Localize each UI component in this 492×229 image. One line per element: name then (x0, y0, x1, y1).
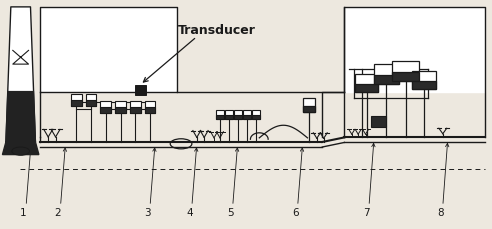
Bar (86, 94, 96, 106)
Bar (243, 110, 251, 119)
Text: 2: 2 (55, 207, 62, 218)
Bar (374, 75, 399, 84)
Bar (393, 72, 420, 81)
Bar (371, 116, 386, 127)
Bar (135, 85, 146, 95)
Bar (234, 115, 242, 119)
Polygon shape (6, 7, 35, 142)
Bar (412, 81, 436, 89)
Text: 7: 7 (363, 207, 370, 218)
Bar (100, 101, 111, 113)
Polygon shape (6, 92, 35, 142)
Bar (234, 110, 242, 119)
Text: 1: 1 (20, 207, 27, 218)
Polygon shape (2, 142, 39, 155)
Polygon shape (344, 7, 485, 92)
Text: 4: 4 (186, 207, 193, 218)
Bar (115, 107, 126, 113)
Text: 6: 6 (292, 207, 299, 218)
Bar (225, 110, 233, 119)
Bar (252, 115, 260, 119)
Bar (393, 61, 420, 81)
Bar (71, 101, 82, 106)
Bar (216, 110, 224, 119)
Bar (356, 84, 378, 92)
Bar (216, 115, 224, 119)
Bar (71, 94, 82, 106)
Bar (145, 101, 155, 113)
Text: 3: 3 (144, 207, 151, 218)
Bar (356, 74, 378, 92)
Text: Transducer: Transducer (178, 24, 255, 37)
Polygon shape (40, 7, 177, 92)
Bar (412, 71, 436, 89)
Bar (100, 107, 111, 113)
Text: 5: 5 (227, 207, 234, 218)
Bar (225, 115, 233, 119)
Bar (303, 98, 315, 112)
Circle shape (12, 147, 30, 155)
Bar (243, 115, 251, 119)
Bar (145, 107, 155, 113)
Text: 8: 8 (437, 207, 444, 218)
Bar (86, 101, 96, 106)
Bar (130, 107, 141, 113)
Bar (303, 106, 315, 112)
Bar (374, 64, 399, 84)
Bar (115, 101, 126, 113)
Bar (130, 101, 141, 113)
Bar (252, 110, 260, 119)
